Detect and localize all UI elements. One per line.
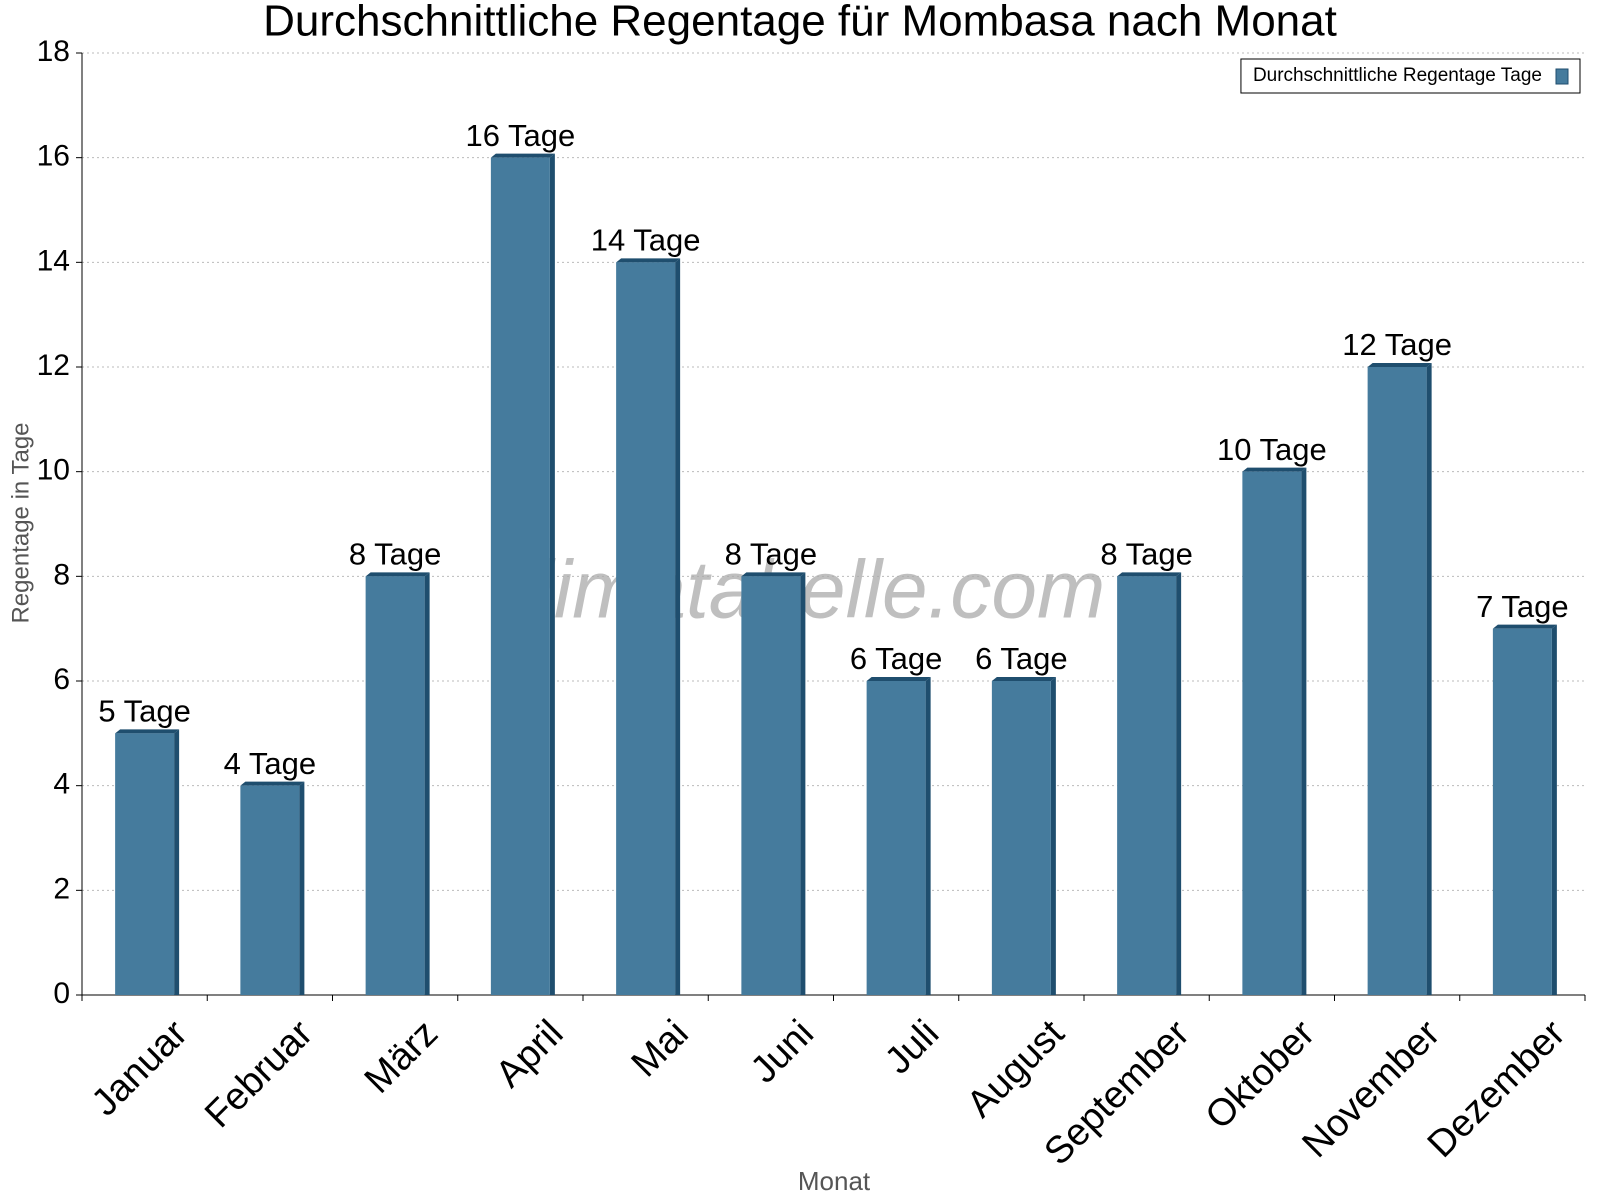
- bar: [1367, 367, 1427, 995]
- y-tick-label: 4: [53, 768, 70, 801]
- legend: Durchschnittliche Regentage Tage: [1240, 58, 1581, 94]
- bar-side: [549, 153, 555, 995]
- data-label: 8 Tage: [725, 537, 818, 572]
- legend-label: Durchschnittliche Regentage Tage: [1253, 65, 1542, 86]
- x-tick-label: Mai: [624, 1012, 697, 1085]
- bar-side: [424, 572, 430, 995]
- bar-side: [174, 729, 180, 995]
- bar-group: [365, 572, 430, 995]
- bar-top: [1492, 624, 1557, 629]
- bar-top: [1367, 363, 1432, 367]
- bar-top: [365, 572, 430, 577]
- bar-group: [741, 572, 806, 995]
- bar: [866, 681, 926, 995]
- bar-top: [240, 781, 305, 786]
- bar-side: [1551, 624, 1557, 995]
- x-tick-label: Januar: [84, 1012, 196, 1124]
- data-label: 14 Tage: [591, 223, 701, 258]
- y-tick-label: 14: [37, 244, 70, 277]
- bar-group: [1117, 572, 1182, 995]
- x-tick-label: August: [959, 1012, 1073, 1126]
- bar: [616, 262, 676, 995]
- bar-group: [115, 729, 180, 995]
- bar-top: [741, 572, 806, 577]
- x-tick-label: Dezember: [1420, 1012, 1574, 1166]
- bar-top: [115, 729, 180, 734]
- bar-group: [1242, 467, 1307, 996]
- bar-side: [1176, 572, 1182, 995]
- bar-group: [1492, 624, 1557, 995]
- bar-side: [925, 677, 931, 995]
- bar-side: [1301, 467, 1307, 996]
- bar: [1117, 576, 1177, 995]
- data-label: 6 Tage: [975, 641, 1068, 676]
- y-tick-label: 8: [53, 558, 70, 591]
- y-axis-label: Regentage in Tage: [7, 422, 34, 623]
- bar-top: [616, 258, 681, 263]
- bar-top: [490, 153, 555, 158]
- bar-side: [800, 572, 806, 995]
- bar: [991, 681, 1051, 995]
- bar-side: [1050, 677, 1056, 995]
- bar-top: [1117, 572, 1182, 577]
- data-label: 12 Tage: [1342, 327, 1452, 362]
- y-tick-label: 10: [37, 454, 70, 487]
- x-tick-label: Februar: [197, 1012, 321, 1136]
- x-tick-label: April: [488, 1012, 571, 1095]
- bar: [741, 576, 801, 995]
- bar-group: [616, 258, 681, 995]
- bar-side: [299, 781, 305, 995]
- data-label: 7 Tage: [1476, 589, 1569, 624]
- y-tick-label: 12: [37, 349, 70, 382]
- bar-top: [866, 677, 931, 681]
- data-label: 5 Tage: [98, 694, 191, 729]
- bar: [240, 785, 300, 995]
- bar: [365, 576, 425, 995]
- chart-title: Durchschnittliche Regentage für Mombasa …: [263, 0, 1337, 46]
- x-tick-label: Juli: [877, 1012, 947, 1082]
- x-tick-label: März: [357, 1012, 446, 1101]
- x-tick-label: Juni: [743, 1012, 822, 1091]
- bar-top: [991, 677, 1056, 681]
- data-label: 16 Tage: [465, 118, 575, 153]
- y-tick-label: 2: [53, 872, 70, 905]
- y-tick-label: 16: [37, 140, 70, 173]
- data-label: 10 Tage: [1217, 432, 1327, 467]
- bar-top: [1242, 467, 1307, 472]
- bar: [115, 733, 175, 995]
- bar-side: [1426, 363, 1432, 995]
- bar-group: [991, 677, 1056, 995]
- bar-group: [490, 153, 555, 995]
- legend-box: [1240, 58, 1581, 94]
- data-label: 8 Tage: [349, 537, 442, 572]
- x-axis-label: Monat: [798, 1166, 871, 1196]
- bar-side: [675, 258, 681, 995]
- bar-group: [1367, 363, 1432, 995]
- y-tick-label: 18: [37, 35, 70, 68]
- bar-group: [240, 781, 305, 995]
- legend-swatch: [1555, 68, 1569, 85]
- y-tick-label: 0: [53, 977, 70, 1010]
- y-tick-label: 6: [53, 663, 70, 696]
- data-label: 4 Tage: [224, 746, 317, 781]
- bar-group: [866, 677, 931, 995]
- bar: [1242, 471, 1302, 996]
- data-label: 8 Tage: [1100, 537, 1193, 572]
- data-label: 6 Tage: [850, 641, 943, 676]
- bar: [490, 157, 550, 995]
- bar: [1492, 628, 1552, 995]
- x-tick-label: Oktober: [1198, 1012, 1324, 1138]
